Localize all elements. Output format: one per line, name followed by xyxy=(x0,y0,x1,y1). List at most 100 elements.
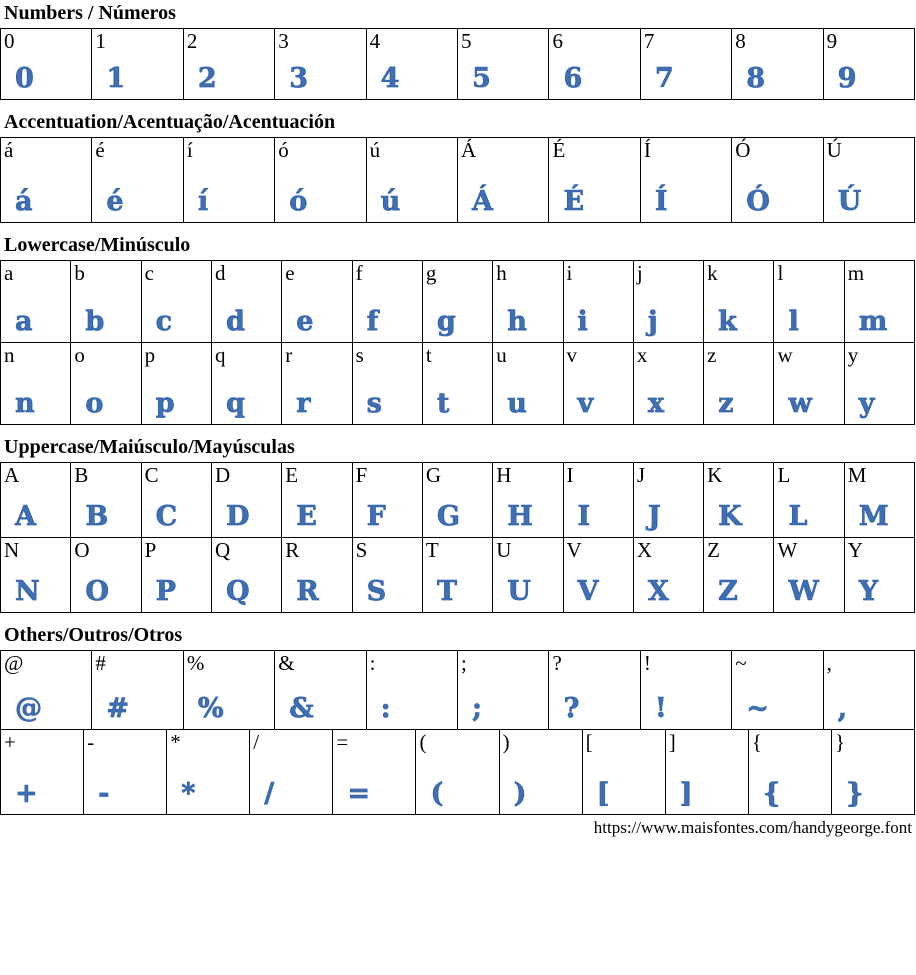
fancy-char: á xyxy=(15,186,33,217)
fancy-char: I xyxy=(577,501,591,532)
fancy-char: @ xyxy=(15,693,43,724)
fancy-char: % xyxy=(197,693,224,724)
plain-char: y xyxy=(847,343,859,367)
plain-char: ] xyxy=(668,730,676,754)
fancy-char: u xyxy=(507,388,527,419)
plain-char: @ xyxy=(4,651,24,675)
fancy-char: r xyxy=(296,388,311,419)
font-source-link[interactable]: https://www.maisfontes.com/handygeorge.f… xyxy=(593,818,912,837)
fancy-char: / xyxy=(264,778,275,809)
glyph-cell: ]] xyxy=(666,730,749,814)
plain-char: L xyxy=(777,463,791,487)
fancy-char: Ó xyxy=(746,186,770,217)
plain-char: h xyxy=(496,261,507,285)
plain-char: + xyxy=(4,730,16,754)
fancy-char: h xyxy=(507,306,527,337)
glyph-cell: ,, xyxy=(824,651,916,729)
plain-char: G xyxy=(425,463,442,487)
plain-char: l xyxy=(777,261,784,285)
fancy-char: Y xyxy=(858,576,879,607)
fancy-char: 9 xyxy=(837,63,857,94)
plain-char: E xyxy=(285,463,299,487)
glyph-row: + + - - * * / / = =(())[[]]{{}} xyxy=(1,730,916,815)
plain-char: 6 xyxy=(552,29,563,53)
fancy-char: ; xyxy=(472,693,483,724)
glyph-cell: [[ xyxy=(583,730,666,814)
plain-char: M xyxy=(847,463,867,487)
plain-char: : xyxy=(369,651,376,675)
plain-char: = xyxy=(336,730,349,754)
plain-char: ó xyxy=(278,138,289,162)
plain-char: d xyxy=(214,261,226,285)
fancy-char: m xyxy=(858,306,888,337)
plain-char: / xyxy=(253,730,260,754)
fancy-char: b xyxy=(85,306,105,337)
fancy-char: = xyxy=(347,778,370,809)
plain-char: 7 xyxy=(643,29,655,53)
section-title-accentuation: Accentuation/Acentuação/Acentuación xyxy=(4,111,336,133)
plain-char: V xyxy=(566,538,582,562)
plain-char: n xyxy=(4,343,15,367)
fancy-char: , xyxy=(837,693,848,724)
fancy-char: X xyxy=(647,576,670,607)
glyph-cell: {{ xyxy=(749,730,832,814)
plain-char: v xyxy=(566,343,578,367)
plain-char: f xyxy=(355,261,363,285)
section-title-uppercase: Uppercase/Maiúsculo/Mayúsculas xyxy=(4,436,295,458)
fancy-char: K xyxy=(718,501,742,532)
fancy-char: E xyxy=(296,501,317,532)
plain-char: N xyxy=(4,538,20,562)
plain-char: j xyxy=(636,261,643,285)
fancy-char: S xyxy=(366,576,387,607)
plain-char: ! xyxy=(643,651,651,675)
fancy-char: - xyxy=(98,778,110,809)
plain-char: 0 xyxy=(4,29,15,53)
fancy-char: A xyxy=(15,501,37,532)
glyph-table-others: @ @ # #%% & &::;;??!! ~ ~,, + + - - * * / / = =(())[[]]{{… xyxy=(0,650,916,815)
plain-char: x xyxy=(636,343,648,367)
fancy-char: F xyxy=(366,501,386,532)
fancy-char: R xyxy=(296,576,319,607)
plain-char: * xyxy=(170,730,181,754)
plain-char: W xyxy=(777,538,798,562)
section-others: Others/Outros/Otros @ @ # #%% & &::;;??!! ~ ~,,… xyxy=(0,624,916,815)
glyph-cell: )) xyxy=(500,730,583,814)
plain-char: H xyxy=(496,463,512,487)
plain-char: } xyxy=(834,730,846,754)
fancy-char: ó xyxy=(289,186,308,217)
fancy-char: C xyxy=(155,501,178,532)
plain-char: D xyxy=(214,463,231,487)
fancy-char: j xyxy=(647,306,658,337)
fancy-char: Í xyxy=(654,186,668,217)
